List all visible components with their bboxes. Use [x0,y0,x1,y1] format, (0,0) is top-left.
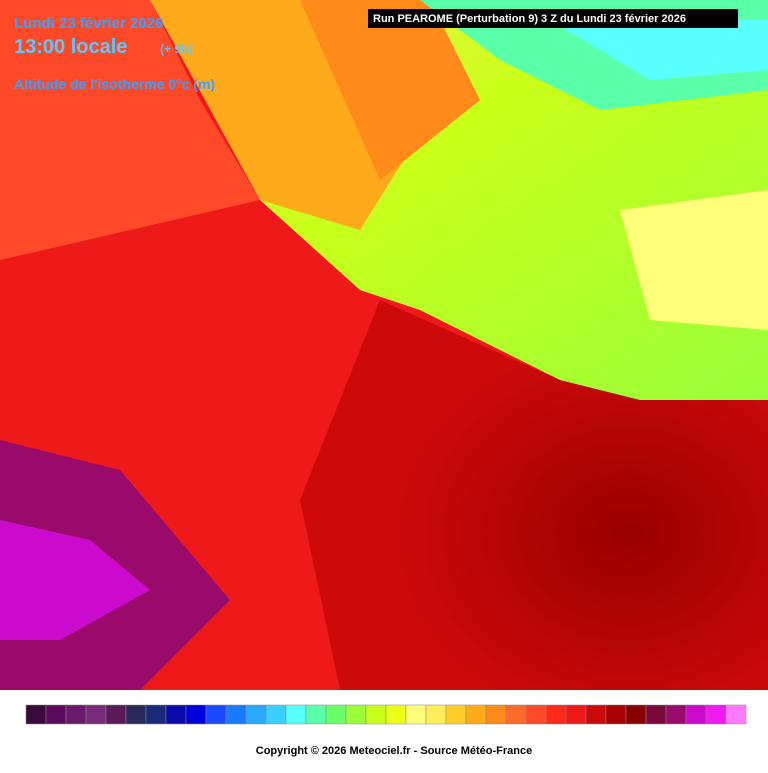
legend-label: 300 [78,729,95,740]
legend-swatch [725,704,747,725]
legend-label: 1900 [395,729,418,740]
legend-label: 500 [118,729,135,740]
legend-swatch [645,704,667,725]
legend-swatch [365,704,387,725]
legend-swatch [425,704,447,725]
legend-label: 600 [138,693,155,704]
legend-label: 1500 [315,729,338,740]
legend-swatch [125,704,147,725]
legend-label: 1000 [215,693,238,704]
header: Lundi 23 février 2026 13:00 locale (+ 9h… [14,9,738,92]
legend-swatch [505,704,527,725]
legend-swatch [25,704,47,725]
legend-label: 700 [158,729,175,740]
legend-swatch [65,704,87,725]
legend: 0 100 200 300 400 500 600 700 800 900 1000 1100 1200… [23,693,747,740]
legend-label: 3000 [615,693,638,704]
legend-label: 100 [38,729,55,740]
legend-label: 1300 [275,729,298,740]
legend-swatch [45,704,67,725]
legend-label: 2000 [415,693,438,704]
legend-label: 1100 [235,729,257,740]
legend-label: 400 [98,693,115,704]
date: Lundi 23 février 2026 [14,15,163,32]
legend-swatch [225,704,247,725]
legend-swatch [285,704,307,725]
legend-label: 0 [23,693,29,704]
legend-label: 2600 [535,693,558,704]
legend-swatch [625,704,647,725]
legend-swatch [85,704,107,725]
legend-label: 1800 [375,693,398,704]
legend-swatch [145,704,167,725]
legend-swatch [525,704,547,725]
legend-label: 2700 [555,729,578,740]
legend-label: 3100 [635,729,658,740]
legend-label: 2500 [515,729,538,740]
legend-swatch [465,704,487,725]
parameter: Altitude de l'isotherme 0°c (m) [14,76,215,92]
legend-swatch [305,704,327,725]
legend-swatch [245,704,267,725]
legend-swatch [185,704,207,725]
legend-swatch [345,704,367,725]
run: Run PEAROME (Perturbation 9) 3 Z du Lund… [373,13,686,25]
legend-label: 2300 [475,729,498,740]
legend-swatch [405,704,427,725]
legend-label: 2200 [455,693,478,704]
legend-swatch [165,704,187,725]
legend-label: 900 [198,729,215,740]
legend-swatch [325,704,347,725]
legend-label: 2400 [495,693,518,704]
legend-swatch [445,704,467,725]
legend-label: 3200 [655,693,678,704]
legend-label: 3400 [695,693,718,704]
legend-swatch [545,704,567,725]
legend-label: 2800 [575,693,598,704]
copyright: Copyright © 2026 Meteociel.fr - Source M… [256,745,532,757]
legend-label: 800 [178,693,195,704]
legend-swatch [605,704,627,725]
legend-swatch [265,704,287,725]
offset: (+ 9h) [160,42,192,56]
legend-swatch [685,704,707,725]
legend-swatch [565,704,587,725]
legend-swatch [385,704,407,725]
legend-swatch [485,704,507,725]
legend-label: 1200 [255,693,278,704]
legend-label: 1700 [355,729,378,740]
legend-label: 3300 [675,729,698,740]
legend-swatch [205,704,227,725]
legend-swatch [665,704,687,725]
run-box [368,9,738,28]
legend-label: 200 [58,693,75,704]
legend-label: 3500 [715,729,738,740]
time: 13:00 locale [14,36,127,58]
legend-swatch [105,704,127,725]
legend-label: 2100 [435,729,458,740]
legend-label: 1600 [335,693,358,704]
legend-label: 1400 [295,693,318,704]
legend-label: 2900 [595,729,618,740]
legend-swatch [585,704,607,725]
legend-swatch [705,704,727,725]
